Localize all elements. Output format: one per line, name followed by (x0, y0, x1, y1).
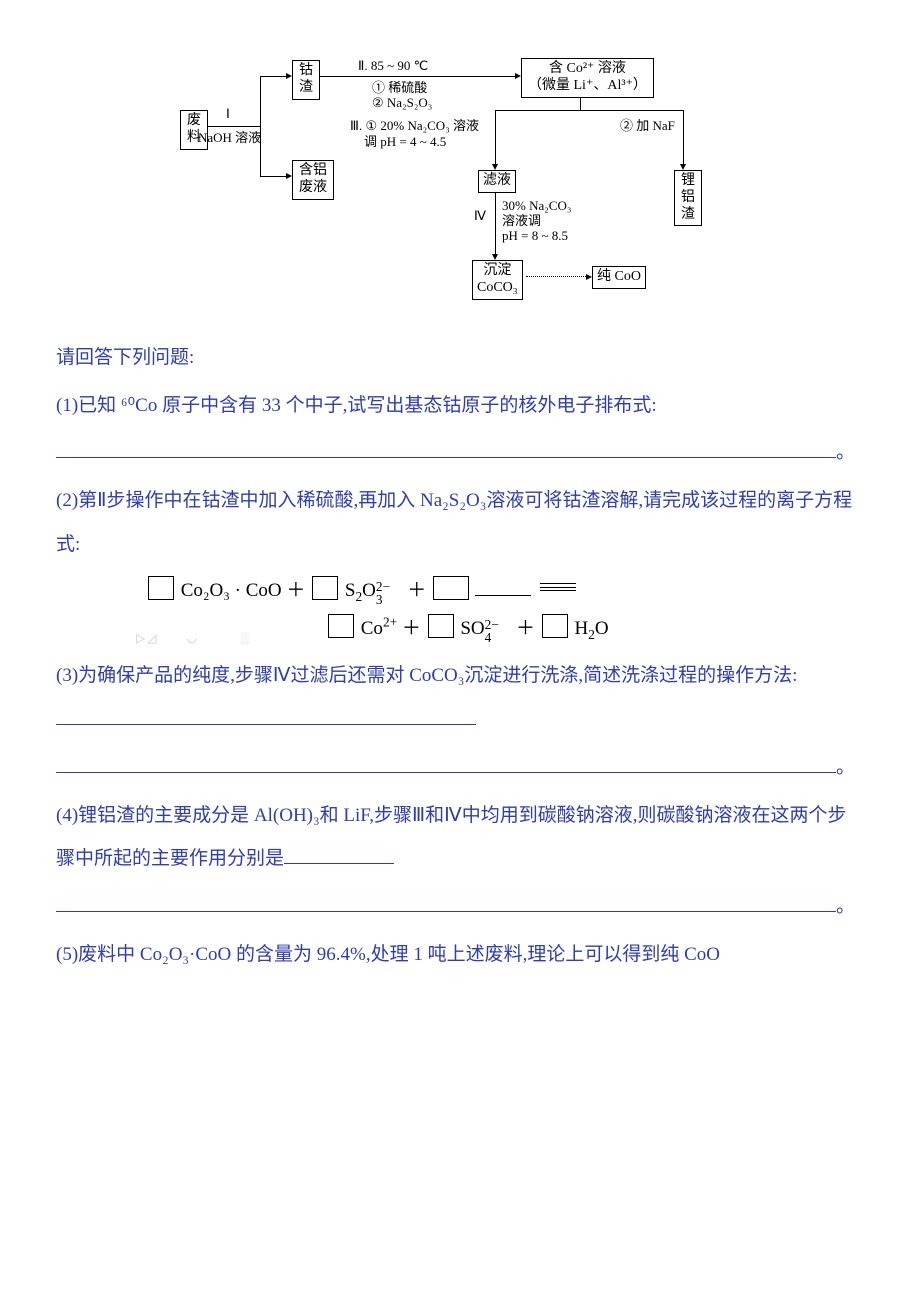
q2-equation: Co₂O₃ · CoO ＋ S2O2−3 ＋ Co2+ ＋ SO2−4 ＋ H2… (146, 572, 864, 648)
arrow-to-filtrate (495, 110, 496, 164)
step2-header: Ⅱ. 85 ~ 90 ℃ (358, 58, 428, 74)
q3-text: (3)为确保产品的纯度,步骤Ⅳ过滤后还需对 CoCO₃沉淀进行洗涤,简述洗涤过程… (56, 665, 797, 686)
box-pure-coo: 纯 CoO (592, 266, 646, 289)
eq-line1: Co₂O₃ · CoO ＋ S2O2−3 ＋ (146, 572, 864, 610)
process-flowchart: 废料 Ⅰ NaOH 溶液 钴渣 含铝废液 Ⅱ. 85 ~ 90 ℃ ① 稀硫酸 … (180, 48, 740, 308)
arrow-to-co-slag (260, 76, 286, 77)
coef-box-6[interactable] (542, 614, 568, 638)
box-al-waste: 含铝废液 (292, 160, 334, 200)
coef-box-2[interactable] (312, 576, 338, 600)
box-precipitate: 沉淀CoCO₃ (472, 260, 523, 300)
box-lial-slag: 锂铝渣 (674, 170, 702, 226)
q4: (4)锂铝渣的主要成分是 Al(OH)₃和 LiF,步骤Ⅲ和Ⅳ中均用到碳酸钠溶液… (56, 794, 864, 881)
species-1: Co₂O₃ · CoO (181, 580, 282, 601)
step1-roman: Ⅰ (226, 106, 230, 122)
line-waste-out (208, 126, 260, 127)
step4-roman: Ⅳ (474, 208, 486, 224)
box-co-solution: 含 Co²⁺ 溶液 （微量 Li⁺、Al³⁺） (521, 58, 654, 98)
arrow-co-slag-to-solution (320, 76, 515, 77)
q1: (1)已知 ⁶⁰Co 原子中含有 33 个中子,试写出基态钴原子的核外电子排布式… (56, 384, 864, 428)
dotted-arrow-to-coo (526, 276, 586, 277)
species-3: Co2+ (361, 618, 397, 639)
q3: (3)为确保产品的纯度,步骤Ⅳ过滤后还需对 CoCO₃沉淀进行洗涤,简述洗涤过程… (56, 654, 864, 741)
arrow-filtrate-down (495, 192, 496, 254)
blank-species[interactable] (475, 595, 531, 596)
prompt: 请回答下列问题: (56, 336, 864, 380)
coef-box-4[interactable] (328, 614, 354, 638)
step2-line1: ① 稀硫酸 (372, 80, 427, 96)
q1-blank-line: 。 (56, 431, 864, 475)
step3-line2: 调 pH = 4 ~ 4.5 (364, 134, 446, 150)
step1-reagent: NaOH 溶液 (198, 130, 261, 146)
coef-box-3[interactable] (433, 576, 469, 600)
q2-lead: (2)第Ⅱ步操作中在钴渣中加入稀硫酸,再加入 Na₂S₂O₃溶液可将钴渣溶解,请… (56, 479, 864, 566)
step3-line1: Ⅲ. ① 20% Na₂CO₃ 溶液 (350, 118, 479, 134)
species-4: SO2−4 (460, 618, 511, 639)
species-2: S2O2−3 (345, 580, 403, 601)
arrow-to-al-waste (260, 176, 286, 177)
q3-full-blank[interactable] (56, 751, 836, 773)
box-filtrate: 滤液 (478, 170, 516, 193)
yields-symbol (540, 580, 576, 594)
line-split-vert (260, 76, 261, 176)
step4-line1: 30% Na₂CO₃ (502, 198, 571, 214)
q3-inline-blank[interactable] (56, 703, 476, 725)
q3-blank-line: 。 (56, 746, 864, 790)
eq-line2: Co2+ ＋ SO2−4 ＋ H2O (146, 610, 864, 648)
stray-marks: ▷◿ ◡ ░ (136, 626, 251, 650)
step4-line3: pH = 8 ~ 8.5 (502, 228, 568, 244)
box-co-slag: 钴渣 (292, 60, 320, 100)
q4-inline-blank[interactable] (284, 842, 394, 864)
q4-text: (4)锂铝渣的主要成分是 Al(OH)₃和 LiF,步骤Ⅲ和Ⅳ中均用到碳酸钠溶液… (56, 805, 846, 870)
line-step3-horiz (495, 110, 683, 111)
coef-box-1[interactable] (148, 576, 174, 600)
arrow-to-lial (683, 110, 684, 164)
co-solution-sub: （微量 Li⁺、Al³⁺） (528, 78, 647, 93)
step2-line2: ② Na₂S₂O₃ (372, 95, 432, 111)
q4-full-blank[interactable] (56, 890, 836, 912)
q4-blank-line: 。 (56, 885, 864, 929)
q1-blank[interactable] (56, 436, 836, 458)
line-co-sol-down (580, 98, 581, 110)
co-solution-title: 含 Co²⁺ 溶液 (549, 61, 626, 76)
naf-label: ② 加 NaF (620, 118, 675, 134)
coef-box-5[interactable] (428, 614, 454, 638)
species-5: H2O (575, 618, 609, 639)
step4-line2: 溶液调 (502, 213, 541, 229)
q5: (5)废料中 Co₂O₃·CoO 的含量为 96.4%,处理 1 吨上述废料,理… (56, 933, 864, 977)
